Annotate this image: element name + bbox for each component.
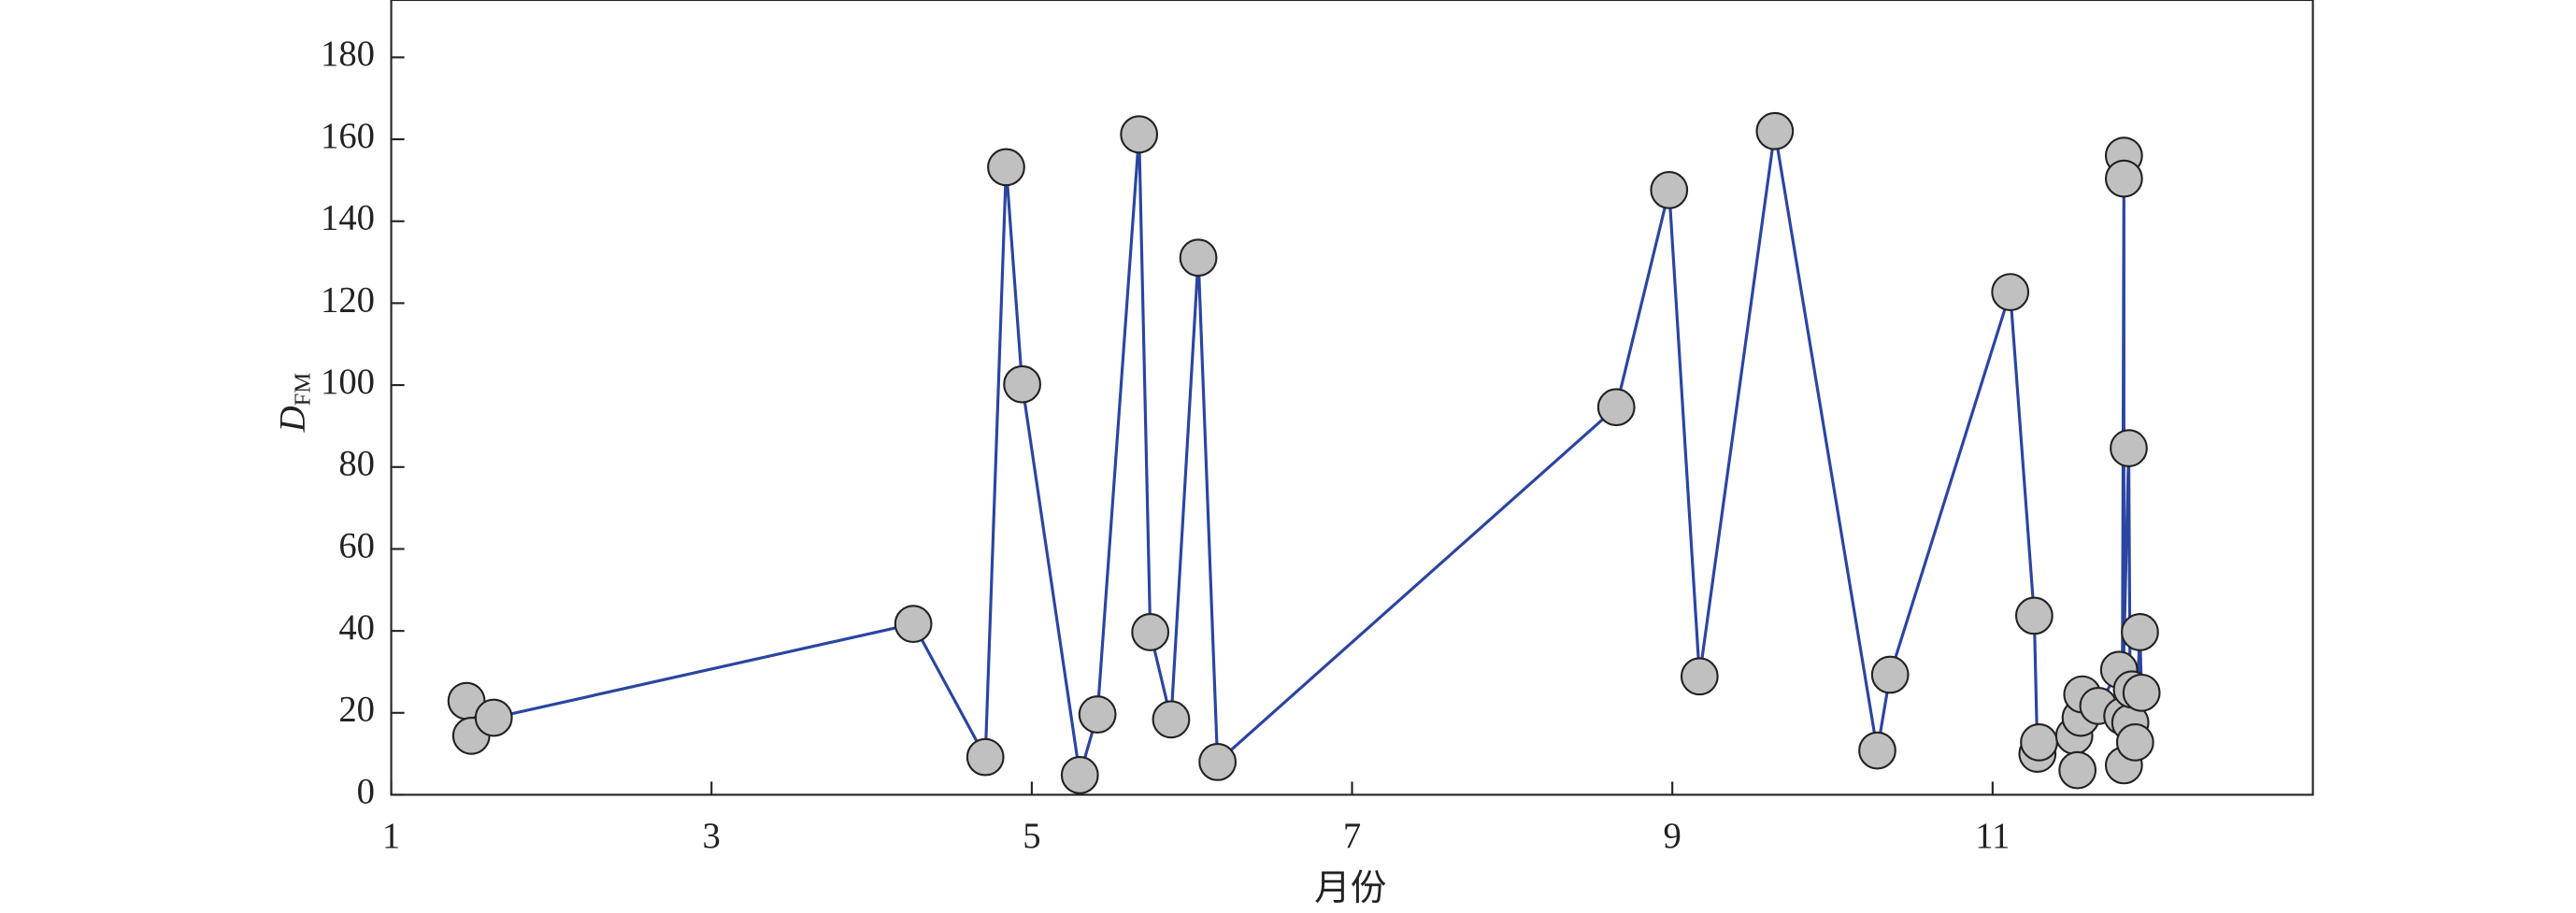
data-point (1858, 731, 1896, 770)
data-point (987, 148, 1025, 187)
data-point (2058, 750, 2097, 790)
data-point (1131, 613, 1170, 651)
x-tick-label: 1 (382, 817, 400, 856)
y-tick-label: 140 (321, 199, 375, 238)
y-tick-label: 100 (321, 363, 375, 402)
y-tick-label: 0 (357, 772, 375, 811)
data-point (1152, 700, 1191, 739)
y-tick-label: 120 (321, 280, 375, 320)
data-point (2121, 613, 2159, 651)
y-tick-label: 40 (338, 608, 375, 648)
x-tick-label: 3 (703, 817, 721, 856)
data-point (1060, 756, 1099, 794)
data-point (2104, 159, 2143, 198)
data-point (1596, 388, 1636, 427)
y-axis-label: DFM (274, 373, 316, 434)
x-tick-label: 5 (1023, 817, 1040, 856)
data-point (1003, 364, 1041, 404)
data-point (1120, 115, 1159, 154)
x-tick-label: 9 (1664, 817, 1682, 856)
data-point (1870, 655, 1910, 694)
data-point (2122, 673, 2161, 712)
x-tick-label: 11 (1975, 817, 2010, 856)
data-point (1078, 695, 1117, 734)
data-point (1991, 273, 2030, 311)
data-point (2115, 722, 2154, 762)
data-point (1179, 238, 1218, 278)
y-tick-label: 20 (338, 691, 375, 730)
y-tick-label: 160 (321, 117, 375, 156)
x-tick-label: 7 (1343, 817, 1361, 856)
x-axis-label: 月份 (1314, 869, 1386, 908)
data-point (1755, 111, 1795, 150)
data-point (1198, 743, 1237, 781)
y-axis-label-sub: FM (290, 373, 315, 407)
y-axis-label-main: D (274, 406, 313, 433)
data-point (474, 698, 513, 737)
y-tick-label: 80 (338, 445, 375, 484)
y-tick-label: 60 (338, 526, 375, 565)
data-point (2020, 722, 2058, 762)
y-tick-label: 180 (321, 35, 375, 74)
data-point (894, 605, 933, 644)
data-point (2014, 596, 2054, 635)
data-point (966, 737, 1005, 777)
data-point (1650, 171, 1689, 209)
data-point (1680, 657, 1719, 696)
data-point (2110, 429, 2148, 467)
